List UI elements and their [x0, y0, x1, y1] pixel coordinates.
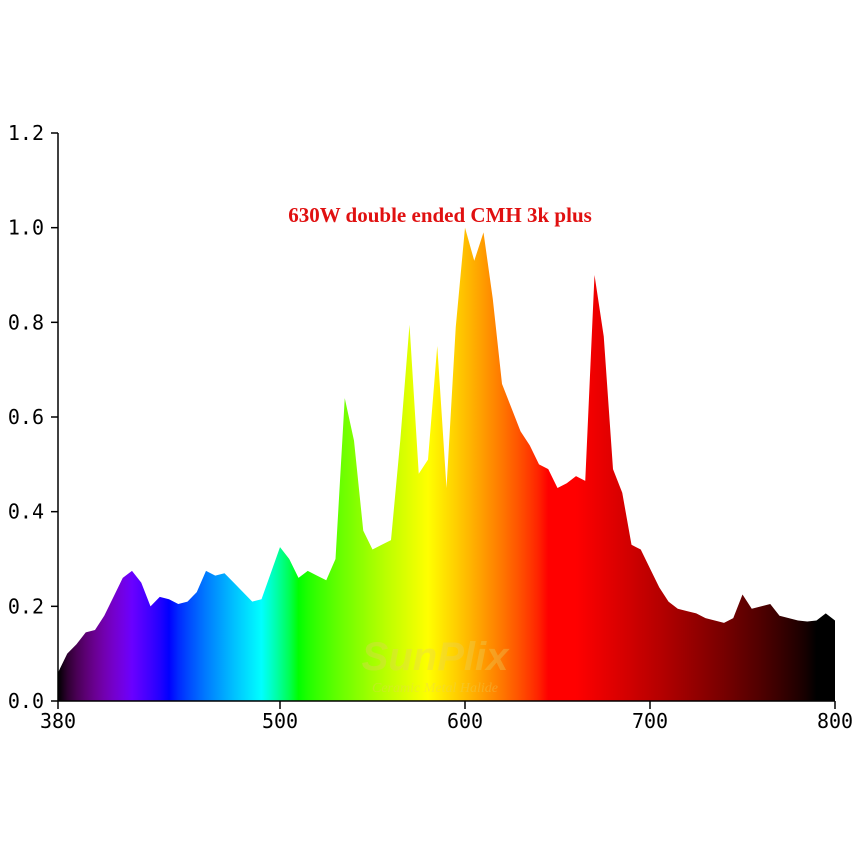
y-tick-label: 0.4 — [8, 500, 44, 524]
y-tick-label: 0.0 — [8, 689, 44, 713]
x-tick-label: 700 — [632, 709, 668, 733]
y-tick-label: 0.2 — [8, 594, 44, 618]
spectrum-area — [58, 227, 835, 701]
y-tick-label: 1.2 — [8, 121, 44, 145]
y-tick-label: 0.8 — [8, 310, 44, 334]
y-tick-label: 1.0 — [8, 216, 44, 240]
x-tick-label: 500 — [262, 709, 298, 733]
chart-title: 630W double ended CMH 3k plus — [288, 203, 592, 227]
x-tick-label: 380 — [40, 709, 76, 733]
watermark-subtitle: Ceramic Metal Halide — [372, 681, 498, 696]
x-tick-label: 600 — [447, 709, 483, 733]
y-tick-label: 0.6 — [8, 405, 44, 429]
x-tick-label: 800 — [817, 709, 853, 733]
watermark: SunPlix — [362, 635, 510, 679]
